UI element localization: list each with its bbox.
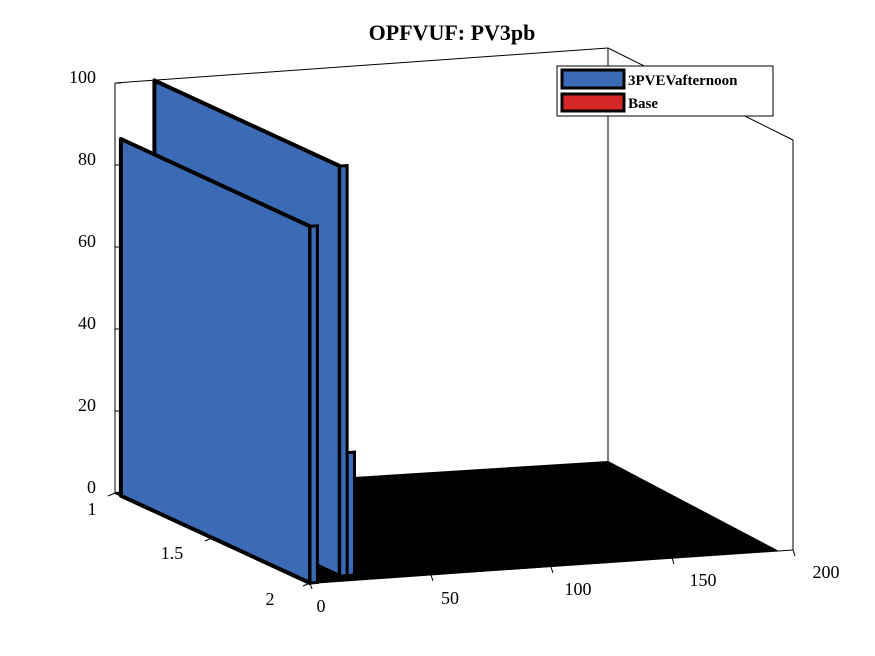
legend: 3PVEVafternoon Base xyxy=(556,65,774,117)
bar-side xyxy=(308,224,319,585)
x-tick: 200 xyxy=(792,549,840,582)
legend-label-series-2: Base xyxy=(628,96,658,112)
svg-text:80: 80 xyxy=(78,149,96,169)
svg-text:60: 60 xyxy=(78,231,96,251)
svg-text:100: 100 xyxy=(69,67,96,87)
svg-text:150: 150 xyxy=(690,570,717,590)
svg-text:20: 20 xyxy=(78,395,96,415)
svg-text:1: 1 xyxy=(88,499,97,519)
svg-text:50: 50 xyxy=(441,588,459,608)
z-tick: 40 xyxy=(78,313,121,333)
svg-text:0: 0 xyxy=(87,477,96,497)
z-axis: 0 20 40 60 80 100 xyxy=(69,67,121,497)
bar-side xyxy=(338,164,349,578)
y-tick: 1.5 xyxy=(161,537,213,563)
y-tick: 2 xyxy=(266,582,311,609)
chart-title: OPFVUF: PV3pb xyxy=(369,20,536,45)
svg-text:2: 2 xyxy=(266,589,275,609)
z-tick: 80 xyxy=(78,149,121,169)
z-tick: 60 xyxy=(78,231,121,251)
svg-text:0: 0 xyxy=(317,596,326,616)
x-axis: 0 50 100 150 200 xyxy=(309,549,840,616)
legend-swatch-series-2 xyxy=(560,92,626,113)
legend-label-series-1: 3PVEVafternoon xyxy=(628,73,738,89)
z-tick: 20 xyxy=(78,395,121,415)
y-axis: 1 1.5 2 xyxy=(88,492,311,609)
z-tick: 100 xyxy=(69,67,121,87)
x-tick: 150 xyxy=(671,557,717,590)
svg-text:40: 40 xyxy=(78,313,96,333)
x-tick: 50 xyxy=(430,574,459,608)
x-tick: 0 xyxy=(309,582,326,616)
y-tick: 1 xyxy=(88,492,116,519)
svg-text:100: 100 xyxy=(565,579,592,599)
svg-text:200: 200 xyxy=(813,562,840,582)
legend-swatch-series-1 xyxy=(560,68,626,90)
x-tick: 100 xyxy=(550,566,592,599)
bars-group xyxy=(118,78,356,585)
svg-text:1.5: 1.5 xyxy=(161,543,184,563)
